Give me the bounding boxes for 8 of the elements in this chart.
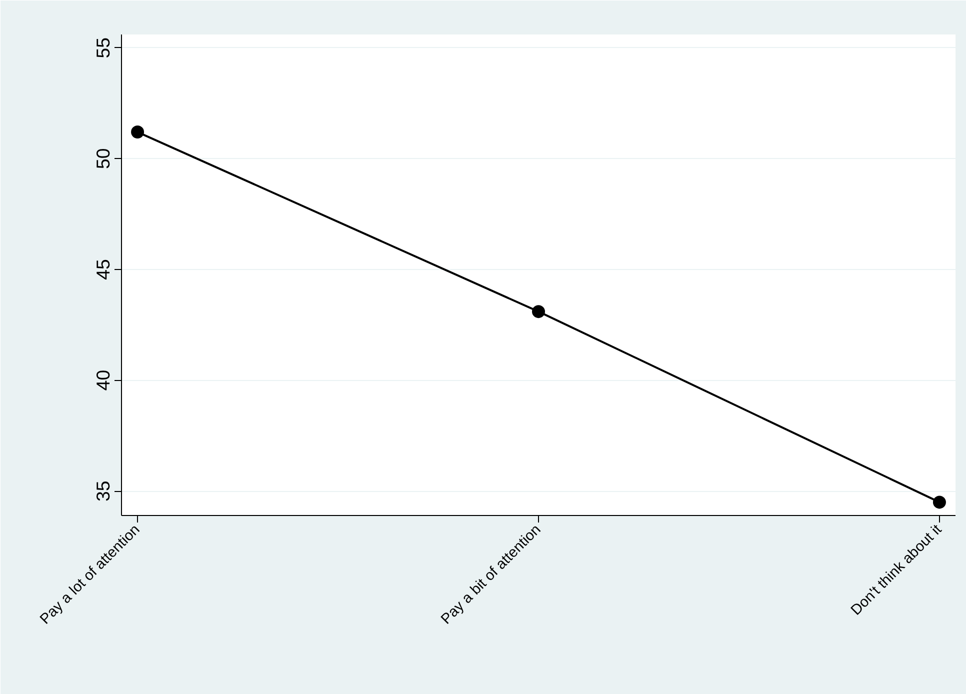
y-tick-label: 40 <box>92 370 114 391</box>
y-tick-label: 35 <box>92 480 114 502</box>
point <box>932 496 946 509</box>
point <box>532 305 545 318</box>
y-tick-label: 45 <box>92 259 114 280</box>
y-tick-label: 50 <box>92 148 114 170</box>
y-tick-label: 55 <box>92 37 114 58</box>
point <box>131 126 144 139</box>
